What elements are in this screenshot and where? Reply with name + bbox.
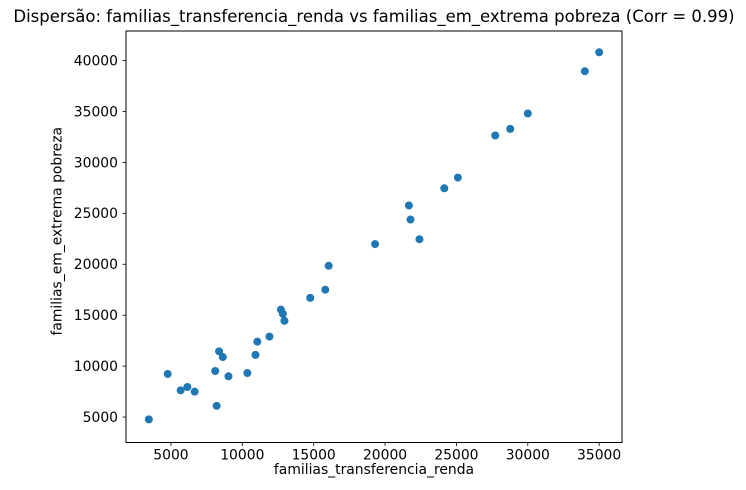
data-point (163, 369, 172, 378)
data-point (506, 124, 515, 133)
data-point (190, 387, 199, 396)
data-point (453, 173, 462, 182)
data-point (243, 369, 252, 378)
data-point (183, 382, 192, 391)
data-point (144, 415, 153, 424)
chart-title: Dispersão: familias_transferencia_renda … (13, 7, 735, 26)
data-point (371, 240, 380, 249)
data-point (280, 316, 289, 325)
data-point (415, 235, 424, 244)
x-tick-label: 35000 (577, 448, 621, 464)
y-tick-label: 5000 (83, 410, 118, 426)
x-tick-label: 30000 (506, 448, 550, 464)
data-point (580, 67, 589, 76)
y-tick-label: 15000 (74, 308, 118, 324)
data-point (595, 48, 604, 57)
y-axis-label: familias_em_extrema pobreza (49, 127, 66, 336)
data-point (523, 109, 532, 118)
y-tick-label: 20000 (74, 257, 118, 273)
y-tick-label: 35000 (74, 104, 118, 120)
data-point (406, 215, 415, 224)
data-point (491, 131, 500, 140)
data-point (324, 261, 333, 270)
y-tick-label: 40000 (74, 53, 118, 69)
data-point (278, 309, 287, 318)
x-tick-label: 5000 (153, 448, 188, 464)
x-tick-label: 15000 (292, 448, 336, 464)
y-tick-label: 25000 (74, 206, 118, 222)
data-point (404, 201, 413, 210)
data-point (265, 332, 274, 341)
data-point (306, 293, 315, 302)
data-point (218, 353, 227, 362)
data-point (440, 184, 449, 193)
data-point (253, 337, 262, 346)
x-tick-label: 25000 (434, 448, 478, 464)
data-point (251, 350, 260, 359)
data-point (215, 347, 224, 356)
data-point (211, 366, 220, 375)
x-axis-label: familias_transferencia_renda (273, 462, 475, 478)
x-tick-label: 10000 (220, 448, 264, 464)
data-point (176, 386, 185, 395)
axes-frame (125, 30, 623, 443)
y-tick-label: 10000 (74, 359, 118, 375)
data-point (321, 285, 330, 294)
data-point (224, 372, 233, 381)
x-tick-label: 20000 (363, 448, 407, 464)
y-tick-label: 30000 (74, 155, 118, 171)
data-point (212, 401, 221, 410)
